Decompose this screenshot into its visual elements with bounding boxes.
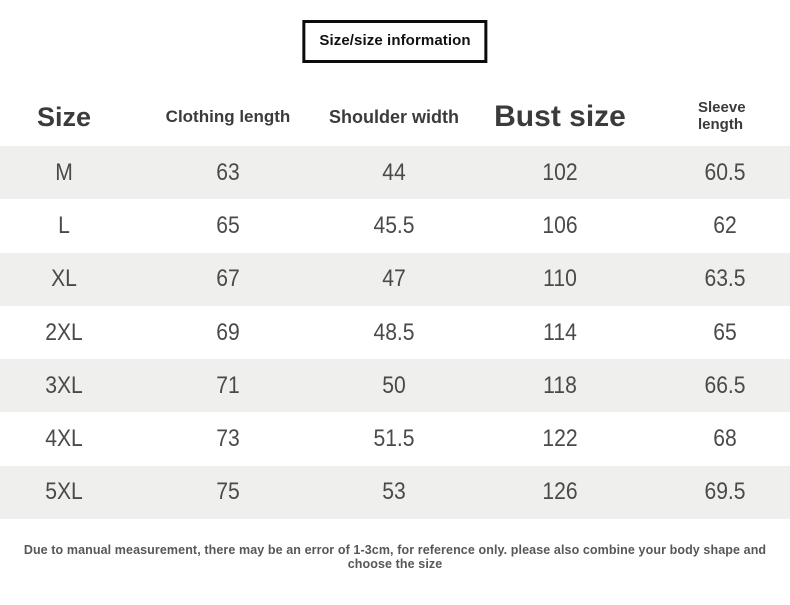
sleeve-length-cell: 68 [713, 425, 737, 453]
measurement-disclaimer: Due to manual measurement, there may be … [23, 543, 767, 571]
column-header-clothing-length: Clothing length [165, 107, 291, 126]
column-header-size: Size [36, 101, 92, 132]
shoulder-width-cell: 44 [382, 158, 406, 186]
clothing-length-cell: 71 [216, 371, 240, 399]
title-box: Size/size information [302, 20, 488, 63]
shoulder-width-cell: 45.5 [373, 211, 415, 239]
size-cell: 5XL [45, 478, 83, 506]
clothing-length-cell: 69 [216, 318, 240, 346]
shoulder-width-cell: 47 [382, 265, 406, 293]
bust-size-cell: 106 [542, 211, 578, 239]
clothing-length-cell: 67 [216, 265, 240, 293]
size-cell: 3XL [45, 371, 83, 399]
clothing-length-cell: 65 [216, 211, 240, 239]
size-table: Size Clothing length Shoulder width Bust… [0, 88, 790, 520]
bust-size-cell: 114 [543, 318, 577, 346]
size-cell: M [55, 158, 73, 186]
bust-size-cell: 102 [542, 158, 578, 186]
bust-size-cell: 118 [543, 371, 577, 399]
size-cell: 2XL [45, 318, 83, 346]
sleeve-length-cell: 60.5 [704, 158, 746, 186]
table-row-3xl: 3XL 71 50 118 66.5 [0, 359, 790, 413]
size-cell: XL [51, 265, 77, 293]
bust-size-cell: 126 [542, 478, 578, 506]
table-row-2xl: 2XL 69 48.5 114 65 [0, 305, 790, 360]
table-header-row: Size Clothing length Shoulder width Bust… [0, 88, 790, 146]
column-header-bust-size: Bust size [494, 100, 626, 133]
column-header-sleeve-length: Sleeve length [660, 99, 790, 134]
shoulder-width-cell: 50 [382, 371, 406, 399]
clothing-length-cell: 73 [216, 425, 240, 453]
shoulder-width-cell: 48.5 [373, 318, 415, 346]
table-row-m: M 63 44 102 60.5 [0, 146, 790, 200]
size-cell: L [58, 211, 70, 239]
table-row-xl: XL 67 47 110 63.5 [0, 252, 790, 306]
sleeve-length-cell: 63.5 [704, 265, 746, 293]
table-row-l: L 65 45.5 106 62 [0, 199, 790, 253]
clothing-length-cell: 63 [216, 158, 240, 186]
shoulder-width-cell: 53 [382, 478, 406, 506]
page-title: Size/size information [319, 32, 471, 49]
column-header-sleeve-length-label: Sleeve length [698, 99, 746, 133]
bust-size-cell: 110 [543, 265, 577, 293]
size-cell: 4XL [45, 425, 83, 453]
sleeve-length-cell: 69.5 [704, 478, 746, 506]
clothing-length-cell: 75 [216, 478, 240, 506]
column-header-shoulder-width: Shoulder width [329, 106, 459, 127]
sleeve-length-cell: 62 [713, 211, 737, 239]
bust-size-cell: 122 [542, 425, 578, 453]
sleeve-length-cell: 65 [713, 318, 737, 346]
sleeve-length-cell: 66.5 [704, 371, 746, 399]
table-row-5xl: 5XL 75 53 126 69.5 [0, 465, 790, 520]
shoulder-width-cell: 51.5 [373, 425, 415, 453]
table-row-4xl: 4XL 73 51.5 122 68 [0, 412, 790, 466]
